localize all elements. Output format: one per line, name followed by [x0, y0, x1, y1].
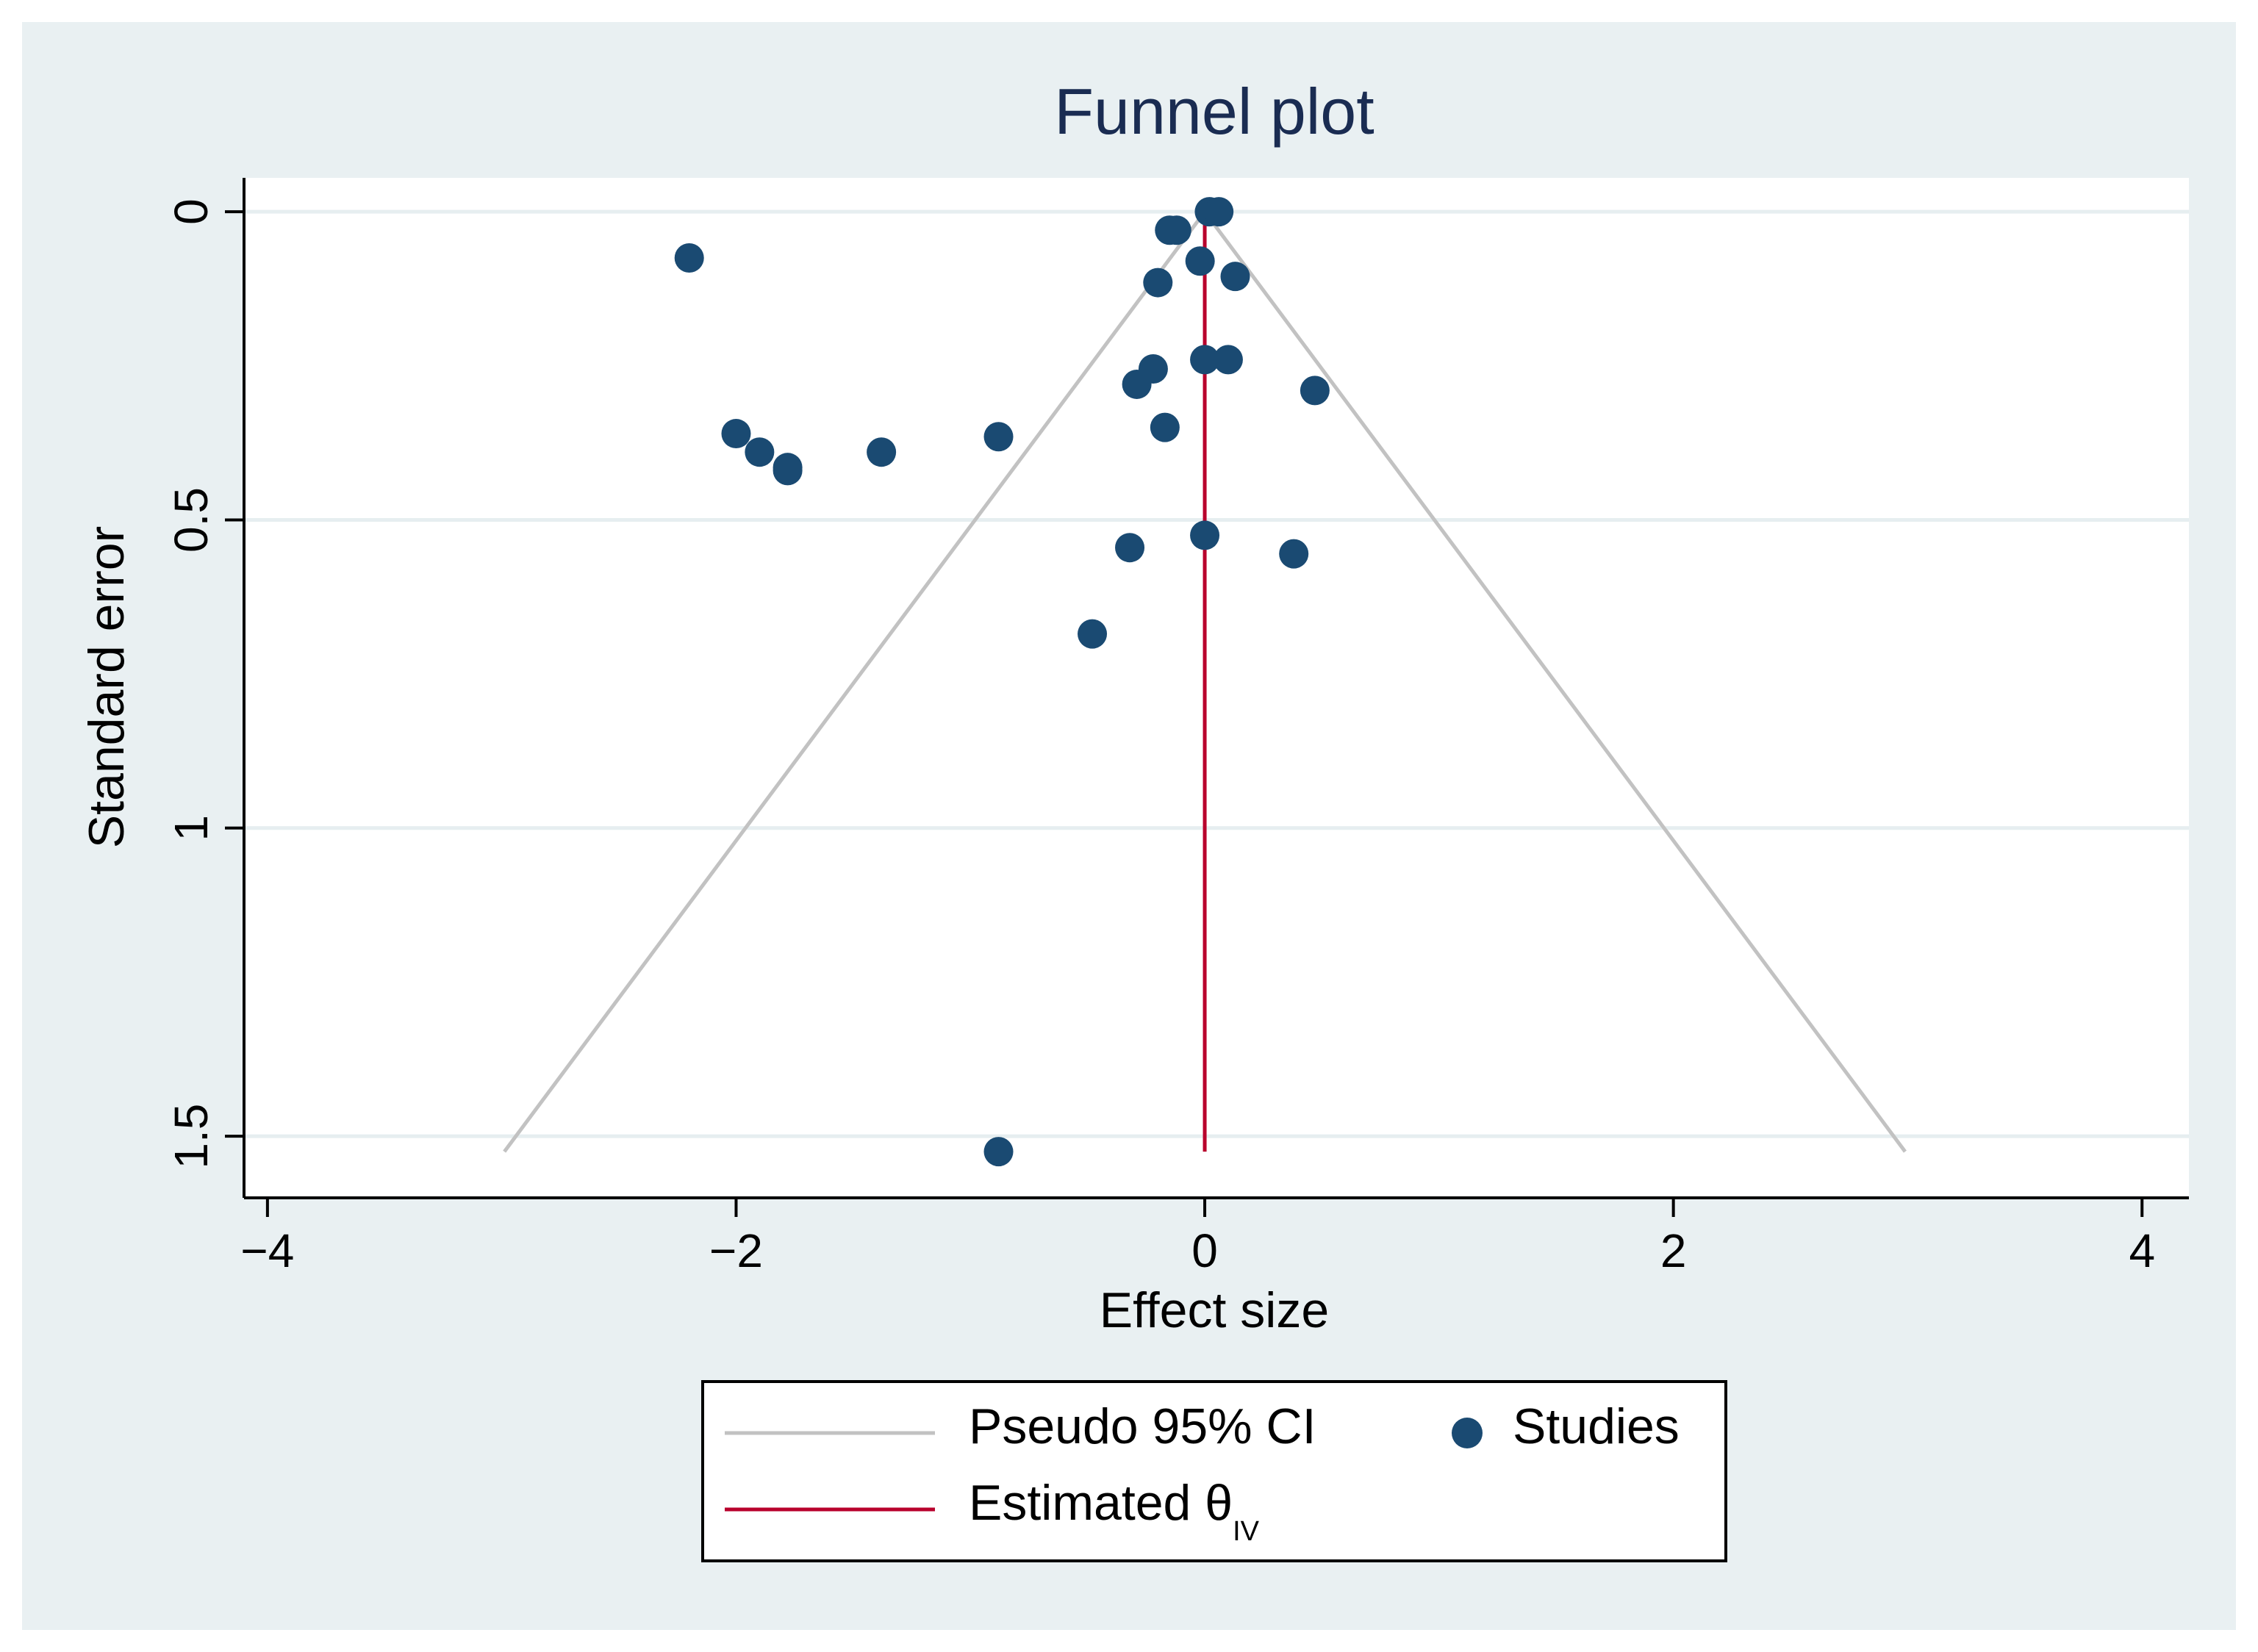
y-axis-title: Standard error [79, 526, 135, 848]
y-axis-ticks: 0 0.5 1 1.5 [165, 198, 244, 1169]
study-point-7 [1143, 267, 1173, 298]
study-point-19 [983, 422, 1014, 452]
pseudo-ci-funnel [503, 210, 1907, 1153]
x-tick-label-4: 4 [2129, 1224, 2155, 1277]
y-tick-label-2: 1 [165, 815, 218, 841]
funnel-left-line [503, 210, 1207, 1153]
study-point-20 [1115, 533, 1145, 563]
study-points [674, 197, 1330, 1167]
x-tick-label-1: −2 [709, 1224, 763, 1277]
legend-label-pseudo-ci: Pseudo 95% CI [969, 1398, 1316, 1454]
study-point-4 [674, 243, 704, 273]
study-point-11 [1122, 369, 1152, 399]
legend-label-estimate-text: Estimated θ [969, 1475, 1233, 1531]
x-tick-label-3: 2 [1660, 1224, 1687, 1277]
study-point-14 [721, 419, 751, 449]
x-tick-label-0: −4 [240, 1224, 294, 1277]
study-point-3 [1161, 215, 1191, 245]
legend-label-estimate-subscript: IV [1233, 1516, 1260, 1547]
x-axis-title: Effect size [1100, 1282, 1329, 1338]
y-tick-label-3: 1.5 [165, 1104, 218, 1169]
legend-box [701, 1380, 1727, 1562]
x-axis-ticks: −4 −2 0 2 4 [240, 1198, 2155, 1277]
study-point-18 [867, 437, 897, 467]
study-point-22 [1279, 539, 1309, 569]
study-point-9 [1213, 345, 1243, 375]
study-point-1 [1204, 197, 1234, 227]
study-point-23 [1078, 619, 1108, 649]
study-point-8 [1190, 345, 1220, 375]
chart-title: Funnel plot [1054, 75, 1374, 148]
study-point-15 [745, 437, 775, 467]
study-point-13 [1150, 412, 1180, 442]
legend-label-studies: Studies [1513, 1398, 1680, 1454]
study-point-21 [1190, 520, 1220, 550]
funnel-right-line [1203, 210, 1907, 1153]
study-point-12 [1300, 376, 1330, 406]
axes [243, 178, 2189, 1199]
study-point-24 [983, 1137, 1014, 1167]
study-point-6 [1220, 262, 1250, 292]
y-tick-label-0: 0 [165, 198, 218, 225]
legend-key-studies [1452, 1418, 1483, 1448]
legend-label-estimate: Estimated θIV [969, 1475, 1260, 1547]
y-tick-label-1: 0.5 [165, 487, 218, 553]
study-point-17 [773, 456, 803, 486]
study-point-5 [1185, 246, 1215, 276]
plot-area [244, 178, 2189, 1198]
legend: Pseudo 95% CI Studies Estimated θIV [701, 1380, 1727, 1562]
x-tick-label-2: 0 [1191, 1224, 1218, 1277]
